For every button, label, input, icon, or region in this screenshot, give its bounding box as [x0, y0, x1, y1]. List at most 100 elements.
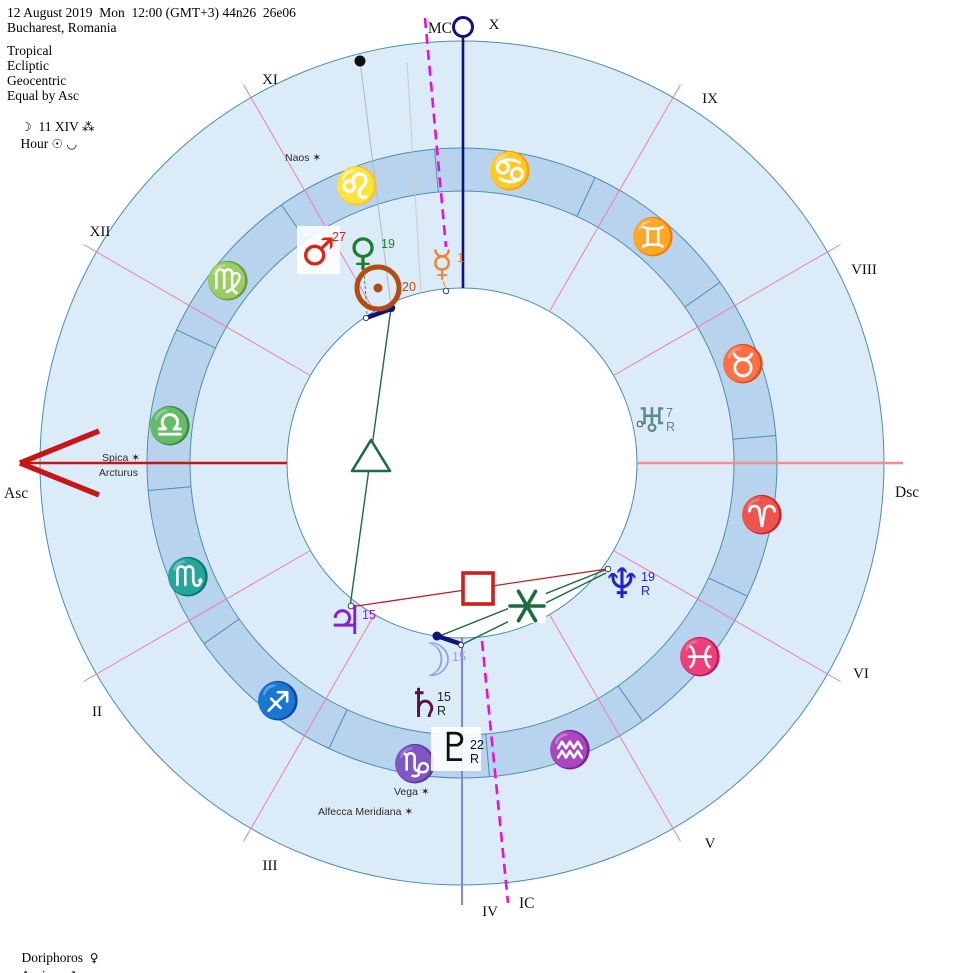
sign-aquarius: ♒ — [548, 729, 593, 770]
sign-leo: ♌ — [335, 165, 380, 206]
conjunction-moon-saturn — [432, 631, 465, 649]
star-vega: Vega ✶ — [394, 786, 430, 798]
setting-centric: Geocentric — [7, 73, 67, 88]
sign-virgo: ♍ — [206, 260, 251, 301]
footer-name: Auriga — [21, 968, 59, 973]
saturn-glyph: ♄ — [406, 681, 442, 727]
sign-taurus: ♉ — [721, 343, 766, 384]
venus-degree: 19 — [381, 237, 395, 251]
sign-capricorn: ♑ — [393, 743, 438, 784]
neptune-retro: R — [641, 584, 650, 598]
planet-jupiter[interactable]: ♃ 15 — [327, 598, 376, 644]
moon-glyph: ☽ — [411, 633, 452, 687]
pluto-highlight-box — [431, 727, 481, 771]
saturn-degree: 15 — [437, 690, 451, 704]
sign-aries: ♈ — [740, 494, 785, 535]
house-iii: III — [263, 858, 278, 874]
saturn-retro: R — [437, 704, 446, 718]
footer-item-doriphoros: Doriphoros ♀ — [8, 934, 99, 973]
house-labels: X XI XII II III IV V VI VIII IX — [90, 17, 877, 920]
house-cusp-lines — [83, 84, 841, 842]
sign-cancer: ♋ — [488, 150, 533, 191]
pointer-line-sun — [359, 60, 392, 307]
asterism-icon: ⁂ — [81, 119, 95, 134]
sun-glyph — [354, 264, 402, 312]
mercury-pointer — [442, 280, 447, 290]
house-v: V — [705, 836, 716, 852]
sign-gemini: ♊ — [631, 216, 676, 257]
planet-moon[interactable]: ☽ 15 — [411, 633, 466, 687]
venus-icon: ♀ — [89, 951, 99, 965]
planet-neptune[interactable]: ♆ 19 R — [603, 559, 655, 608]
mars-highlight-box — [297, 226, 340, 274]
square-glyph — [461, 571, 495, 606]
sun-degree: 20 — [402, 280, 416, 294]
hour-label: Hour — [20, 136, 49, 151]
house-viii: VIII — [851, 262, 877, 278]
moon-day-line: ☽ 11 XIV ⁂ — [7, 104, 95, 149]
mars-icon: ♂ — [65, 969, 76, 973]
planet-uranus[interactable]: ♅ 7 R — [637, 401, 675, 441]
star-alfecca: Alfecca Meridiana ✶ — [318, 806, 413, 818]
house-vi: VI — [853, 666, 869, 682]
planet-mars[interactable]: ♂ 27 — [301, 230, 346, 274]
star-arcturus: Arcturus — [99, 467, 138, 479]
position-markers — [347, 287, 644, 610]
star-spica: Spica ✶ — [102, 452, 140, 464]
zodiac-signs: ♋ ♌ ♍ ♎ ♏ ♐ ♑ ♒ ♓ ♈ ♉ ♊ — [148, 150, 785, 784]
ic-true-axis-dashed — [480, 640, 510, 904]
moon-degree: 15 — [452, 650, 466, 664]
ascendant-axis — [18, 428, 287, 498]
star-naos: Naos ✶ — [285, 152, 321, 164]
footer-name: Doriphoros — [21, 950, 84, 965]
planet-mercury[interactable]: ☿ 1 — [431, 244, 464, 285]
chart-location: Bucharest, Romania — [7, 20, 117, 35]
sign-sagittarius: ♐ — [256, 680, 301, 721]
neptune-degree: 19 — [641, 570, 655, 584]
uranus-glyph: ♅ — [637, 401, 667, 441]
fixed-star-labels: Naos ✶ Spica ✶ Arcturus Vega ✶ Alfecca M… — [99, 152, 430, 818]
footer-item-auriga: Auriga ♂ — [8, 952, 76, 973]
pluto-retro: R — [470, 752, 479, 766]
jupiter-degree: 15 — [362, 608, 376, 622]
mc-true-axis-dashed — [423, 17, 448, 248]
mercury-glyph: ☿ — [431, 244, 453, 285]
house-xi: XI — [262, 72, 278, 88]
planet-saturn[interactable]: ♄ 15 R — [406, 681, 451, 727]
sign-scorpio: ♏ — [166, 556, 211, 597]
trine-glyph — [350, 438, 392, 473]
uranus-retro: R — [666, 420, 675, 434]
moon-icon: ☽ — [20, 119, 32, 134]
bowl-icon: ◡ — [66, 136, 78, 151]
pluto-degree: 22 — [470, 738, 484, 752]
setting-houses: Equal by Asc — [7, 88, 79, 103]
house-iv: IV — [482, 904, 498, 920]
mars-glyph: ♂ — [301, 230, 335, 274]
node-dot — [354, 55, 366, 67]
label-ic: IC — [519, 895, 535, 912]
sign-pisces: ♓ — [678, 636, 723, 677]
hour-line: Hour ☉ ◡ — [7, 121, 78, 166]
label-mc: MC — [428, 20, 452, 37]
label-dsc: Dsc — [895, 484, 919, 501]
setting-coords: Ecliptic — [7, 58, 49, 73]
planet-sun[interactable]: 20 — [354, 264, 416, 312]
mercury-degree: 1 — [457, 251, 464, 265]
pointer-line-secondary — [406, 61, 422, 292]
sign-boundaries — [148, 149, 776, 777]
angle-labels: MC IC Asc Dsc — [4, 20, 919, 912]
uranus-degree: 7 — [666, 406, 673, 420]
house-x: X — [489, 17, 500, 33]
sun-icon: ☉ — [51, 136, 63, 151]
house-ix: IX — [702, 91, 718, 107]
pluto-glyph: ♇ — [437, 725, 473, 771]
chart-datetime: 12 August 2019 Mon 12:00 (GMT+3) 44n26 2… — [7, 5, 296, 20]
mc-axis — [452, 16, 474, 288]
planet-pluto[interactable]: ♇ 22 R — [437, 725, 484, 771]
setting-zodiac: Tropical — [7, 43, 53, 58]
house-xii: XII — [90, 224, 111, 240]
sextile-glyph — [508, 589, 546, 623]
neptune-glyph: ♆ — [603, 559, 641, 608]
